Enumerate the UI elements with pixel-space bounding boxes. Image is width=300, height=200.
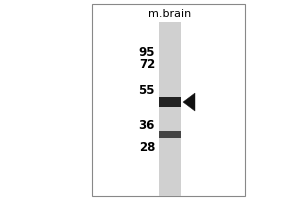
Bar	[92, 4, 245, 196]
Text: 95: 95	[139, 46, 155, 59]
Text: 36: 36	[139, 119, 155, 132]
Bar	[159, 22, 181, 196]
Text: 55: 55	[139, 84, 155, 97]
Text: 28: 28	[139, 141, 155, 154]
Polygon shape	[183, 93, 195, 111]
Text: m.brain: m.brain	[148, 9, 192, 19]
Bar	[159, 131, 181, 138]
Bar	[159, 97, 181, 107]
Text: 72: 72	[139, 58, 155, 71]
